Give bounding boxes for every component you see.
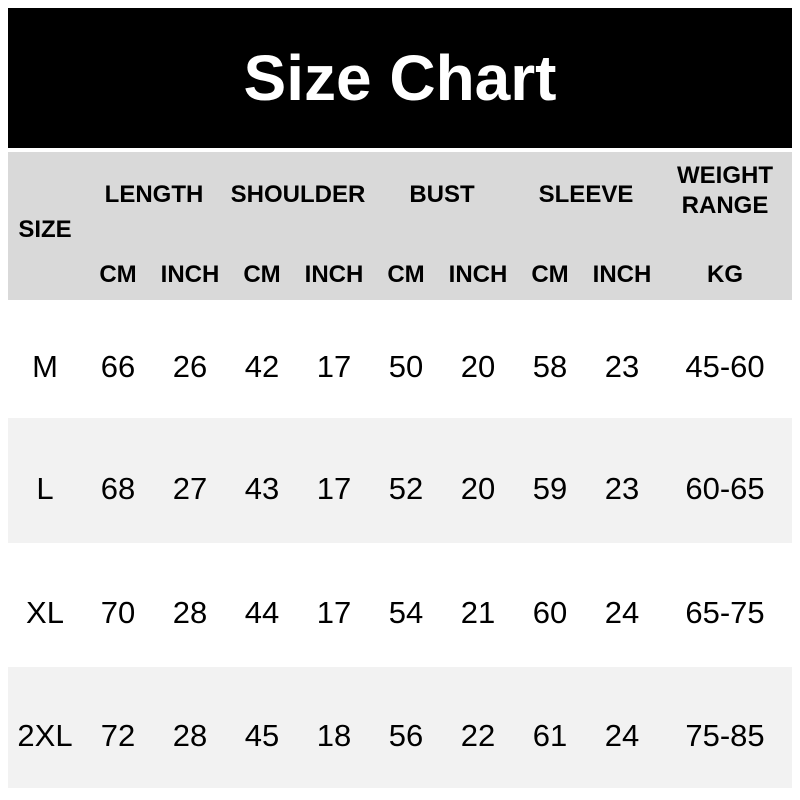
cell-length-inch: 28 — [172, 595, 208, 630]
cell-weight-range: 65-75 — [685, 595, 765, 630]
cell-sleeve-inch: 24 — [604, 595, 640, 630]
cell-bust-inch: 22 — [460, 717, 496, 753]
page-title: Size Chart — [243, 42, 557, 114]
cell-shoulder-cm: 43 — [244, 470, 280, 506]
size-table: SIZE LENGTH SHOULDER BUST SLEEVE WEIGHT … — [8, 152, 792, 788]
cell-sleeve-cm: 60 — [532, 595, 568, 630]
col-group-bust: BUST — [409, 181, 475, 208]
unit-header-weight-kg: KG — [707, 261, 743, 288]
cell-bust-cm: 56 — [388, 717, 424, 753]
row-size-label: M — [32, 349, 58, 384]
cell-bust-cm: 54 — [388, 595, 424, 630]
cell-length-cm: 68 — [100, 470, 136, 506]
unit-header-shoulder-inch: INCH — [304, 261, 364, 288]
cell-shoulder-inch: 17 — [316, 349, 352, 384]
unit-header-bust-inch: INCH — [448, 261, 508, 288]
unit-header-length-inch: INCH — [160, 261, 220, 288]
title-bar: Size Chart — [8, 8, 792, 148]
col-group-shoulder: SHOULDER — [230, 181, 366, 208]
unit-header-sleeve-inch: INCH — [592, 261, 652, 288]
cell-length-inch: 27 — [172, 470, 208, 506]
cell-sleeve-inch: 23 — [604, 470, 640, 506]
cell-sleeve-cm: 58 — [532, 349, 568, 384]
col-group-weight-range: WEIGHT RANGE — [677, 162, 773, 219]
cell-weight-range: 75-85 — [685, 717, 765, 753]
row-size-label: 2XL — [17, 717, 73, 753]
cell-sleeve-inch: 23 — [604, 349, 640, 384]
col-header-size: SIZE — [18, 216, 72, 243]
cell-weight-range: 45-60 — [685, 349, 765, 384]
cell-length-inch: 28 — [172, 717, 208, 753]
unit-header-sleeve-cm: CM — [531, 261, 569, 288]
cell-length-cm: 72 — [100, 717, 136, 753]
row-size-label: XL — [26, 595, 64, 630]
col-group-length: LENGTH — [104, 181, 204, 208]
cell-sleeve-cm: 59 — [532, 470, 568, 506]
unit-header-shoulder-cm: CM — [243, 261, 281, 288]
col-group-sleeve: SLEEVE — [538, 181, 634, 208]
unit-header-bust-cm: CM — [387, 261, 425, 288]
cell-shoulder-inch: 17 — [316, 595, 352, 630]
cell-length-inch: 26 — [172, 349, 208, 384]
cell-weight-range: 60-65 — [685, 470, 765, 506]
cell-bust-cm: 50 — [388, 349, 424, 384]
cell-bust-cm: 52 — [388, 470, 424, 506]
cell-bust-inch: 20 — [460, 470, 496, 506]
cell-bust-inch: 20 — [460, 349, 496, 384]
cell-bust-inch: 21 — [460, 595, 496, 630]
cell-shoulder-inch: 17 — [316, 470, 352, 506]
table-row-l: L 68 27 43 17 52 20 59 23 60-65 — [8, 418, 792, 543]
cell-shoulder-cm: 45 — [244, 717, 280, 753]
unit-header-length-cm: CM — [99, 261, 137, 288]
cell-sleeve-inch: 24 — [604, 717, 640, 753]
row-size-label: L — [36, 470, 54, 506]
cell-length-cm: 70 — [100, 595, 136, 630]
cell-shoulder-cm: 42 — [244, 349, 280, 384]
table-row-xl: XL 70 28 44 17 54 21 60 24 65-75 — [8, 543, 792, 667]
cell-sleeve-cm: 61 — [532, 717, 568, 753]
cell-shoulder-cm: 44 — [244, 595, 280, 630]
cell-shoulder-inch: 18 — [316, 717, 352, 753]
cell-length-cm: 66 — [100, 349, 136, 384]
table-header: SIZE LENGTH SHOULDER BUST SLEEVE WEIGHT … — [8, 152, 792, 300]
table-row-2xl: 2XL 72 28 45 18 56 22 61 24 75-85 — [8, 667, 792, 788]
table-row-m: M 66 26 42 17 50 20 58 23 45-60 — [8, 300, 792, 418]
